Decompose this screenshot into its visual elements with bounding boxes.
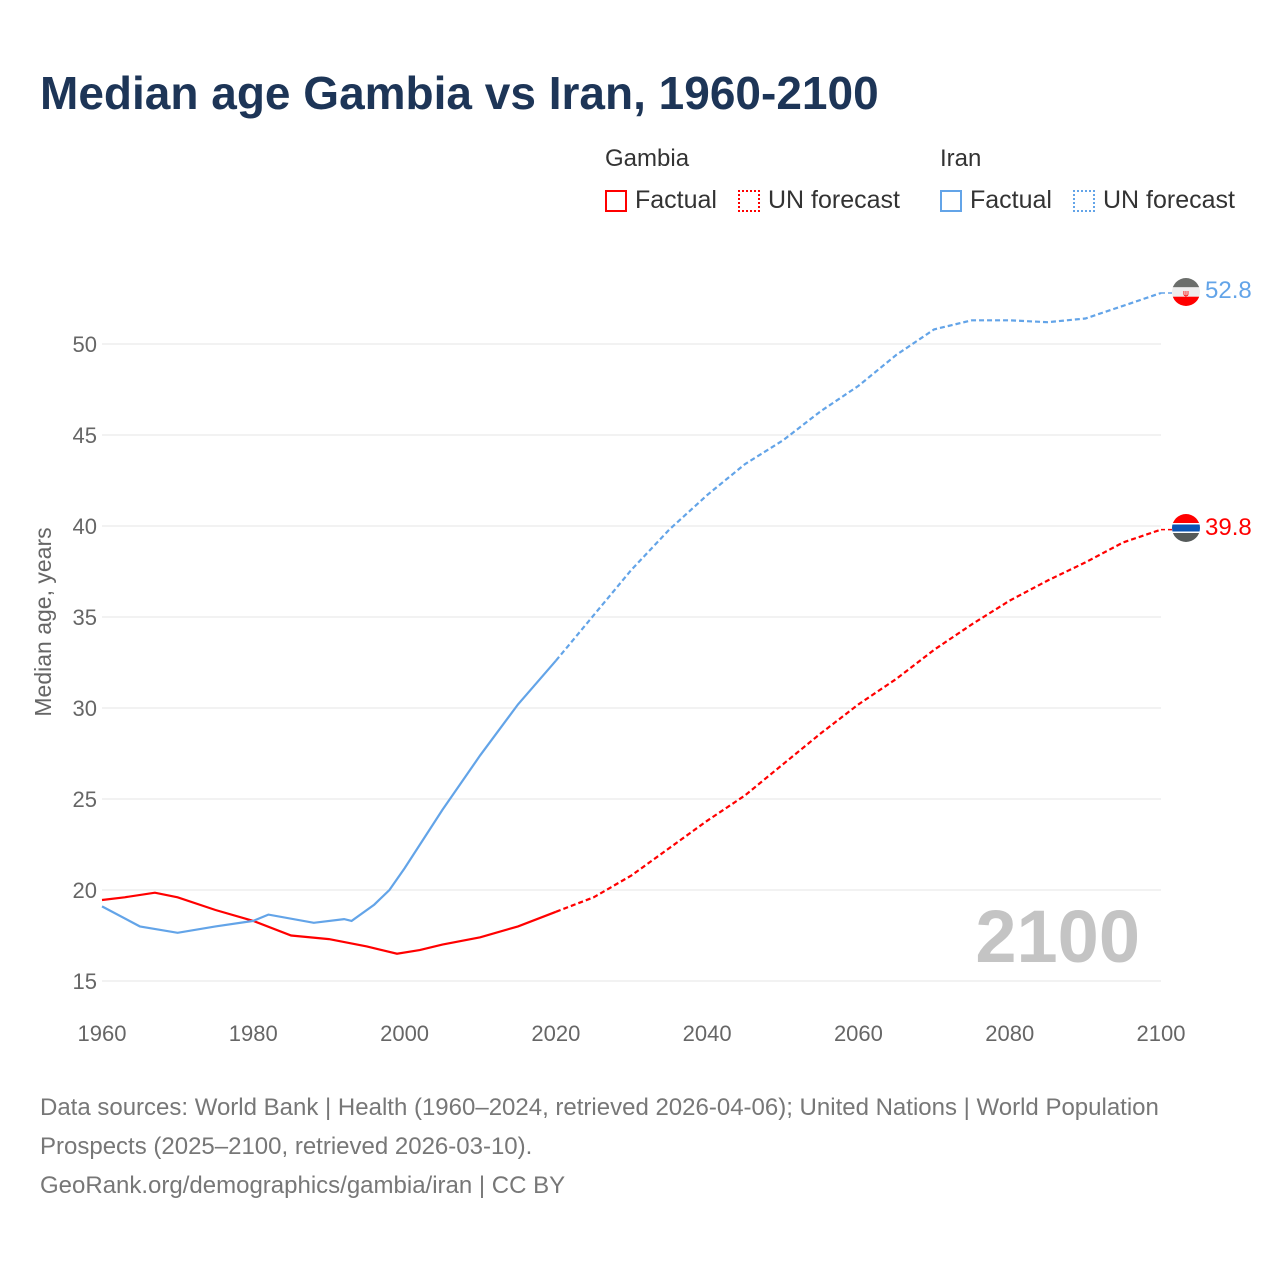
attribution-link[interactable]: GeoRank.org/demographics/gambia/iran | C…	[40, 1172, 566, 1199]
chart-title: Median age Gambia vs Iran, 1960-2100	[40, 67, 879, 119]
legend-group-gambia: Gambia	[605, 145, 690, 172]
year-watermark: 2100	[975, 895, 1140, 978]
legend-label: Factual	[970, 186, 1052, 214]
x-tick-label: 2080	[985, 1021, 1034, 1046]
gambia-forecast-line	[555, 528, 1162, 913]
x-tick-label: 2000	[380, 1021, 429, 1046]
x-tick-label: 2020	[531, 1021, 580, 1046]
y-axis-label: Median age, years	[30, 527, 56, 716]
legend-label: UN forecast	[1103, 186, 1235, 214]
legend-gambia-factual[interactable]: Factual	[605, 186, 717, 215]
legend-gambia-forecast[interactable]: UN forecast	[738, 186, 900, 215]
data-sources-text: Data sources: World Bank | Health (1960–…	[40, 1094, 1159, 1160]
y-tick-label: 50	[73, 332, 97, 357]
legend-iran-forecast[interactable]: UN forecast	[1073, 186, 1235, 215]
y-tick-label: 30	[73, 696, 97, 721]
y-tick-label: 25	[73, 787, 97, 812]
iran-flag-icon: ψ	[1172, 278, 1200, 306]
legend-swatch	[1073, 189, 1095, 212]
y-tick-label: 45	[73, 423, 97, 448]
gambia-factual-line	[101, 891, 557, 955]
x-tick-label: 2060	[834, 1021, 883, 1046]
x-tick-label: 2100	[1137, 1021, 1186, 1046]
gambia-end-value: 39.8	[1205, 514, 1252, 541]
y-tick-label: 35	[73, 605, 97, 630]
footer-sources: Data sources: World Bank | Health (1960–…	[40, 1088, 1240, 1205]
legend-label: UN forecast	[768, 186, 900, 214]
legend-group-iran: Iran	[940, 145, 982, 172]
legend-swatch	[605, 189, 627, 212]
svg-text:ψ: ψ	[1183, 289, 1189, 299]
x-tick-label: 2040	[683, 1021, 732, 1046]
legend-swatch	[738, 189, 760, 212]
legend-label: Factual	[635, 186, 717, 214]
legend-iran-factual[interactable]: Factual	[940, 186, 1052, 215]
iran-factual-line	[101, 659, 557, 934]
x-tick-label: 1960	[78, 1021, 127, 1046]
legend-swatch	[940, 189, 962, 212]
y-tick-label: 20	[73, 878, 97, 903]
y-tick-label: 15	[73, 969, 97, 994]
iran-end-value: 52.8	[1205, 277, 1252, 304]
x-tick-label: 1980	[229, 1021, 278, 1046]
iran-forecast-line	[555, 291, 1162, 662]
y-tick-label: 40	[73, 514, 97, 539]
gambia-flag-icon	[1172, 514, 1200, 542]
